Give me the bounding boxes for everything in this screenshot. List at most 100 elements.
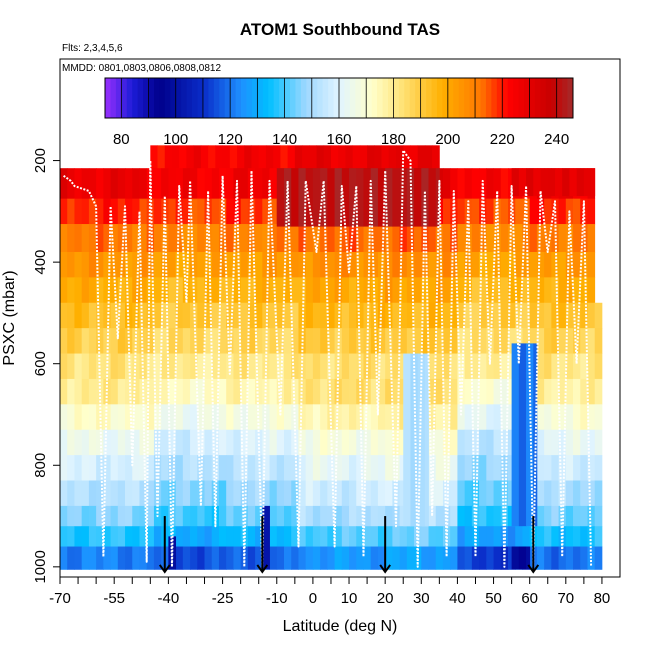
heat-patch-cell [363,168,372,227]
x-tick-label: 50 [485,590,502,607]
heat-cell [435,546,444,570]
heat-cell [262,328,270,354]
x-tick-label: 20 [377,590,394,607]
colorbar-swatch [371,78,378,118]
heat-cell [88,526,97,547]
heat-cell [110,277,119,304]
heat-cell [218,404,227,431]
heat-cell [312,526,321,547]
heat-cell [312,546,321,570]
heat-cell [515,277,523,304]
heat-cell [377,480,386,507]
heat-cell [125,429,133,456]
heat-cell [399,224,408,253]
heat-cell [276,302,285,329]
heat-cell [110,526,119,547]
heat-cell [544,429,552,456]
colorbar-swatch [202,78,209,118]
heat-cell [320,546,328,570]
heat-cell [81,353,90,380]
heat-cell [211,251,220,278]
heat-cell [153,328,162,354]
heat-cell [316,145,325,169]
x-tick-label: 60 [521,590,538,607]
heat-cell [81,455,90,481]
heat-cell [410,145,419,169]
heat-cell [298,505,307,527]
heat-cell [522,302,531,329]
heat-cell [103,546,111,570]
heat-cell [580,277,588,304]
heat-cell [594,378,603,405]
heat-cell [175,328,184,354]
heat-cell [255,455,263,481]
heat-cell [536,277,545,304]
x-tick-label: -55 [103,590,125,607]
heat-cell [110,480,119,507]
heat-cell [356,251,364,278]
heat-cell [500,505,509,527]
heat-cell [60,224,68,253]
heat-cell [96,455,104,481]
heat-cell [544,378,552,405]
heat-cell [117,480,126,507]
heat-cell [428,224,437,253]
colorbar-tick-label: 220 [490,131,515,148]
heat-cell [327,224,335,253]
heat-cell [233,505,242,527]
heat-cell [435,224,444,253]
heat-cell [536,251,545,278]
heat-cell [471,353,480,380]
heat-cell [341,251,350,278]
heat-cell [428,546,437,570]
heat-cell [125,224,133,253]
heat-cell [573,505,581,527]
heat-cell [117,198,126,225]
heat-patch-cell [298,168,307,227]
heat-cell [182,480,191,507]
heat-cell [370,404,379,431]
heat-cell [500,353,509,380]
heat-cell [305,277,314,304]
heat-cell [428,353,437,380]
heat-cell [305,328,314,354]
heat-cell [479,251,487,278]
heat-cell [269,198,278,225]
heat-patch-cell [562,168,570,197]
heat-cell [457,378,466,405]
heat-cell [262,224,270,253]
heat-cell [269,378,278,405]
heat-cell [204,168,213,200]
heat-cell [161,251,169,278]
heat-cell [280,145,289,169]
colorbar-swatch [208,78,215,118]
heat-cell [551,251,559,278]
heat-cell [500,328,509,354]
heat-cell [406,328,415,354]
heat-cell [450,455,458,481]
x-tick-label: 80 [594,590,611,607]
heat-cell [457,277,466,304]
heat-cell [269,429,278,456]
heat-cell [414,251,422,278]
heat-cell [161,378,169,405]
heat-cell [276,277,285,304]
heat-cell [305,480,314,507]
heat-cell [544,251,552,278]
heat-patch-cell [392,168,401,227]
heat-cell [493,198,502,225]
heat-cell [96,328,104,354]
heat-cell [392,404,401,431]
heat-cell [190,378,198,405]
heat-cell [442,429,451,456]
heat-cell [320,328,328,354]
heat-cell [67,526,75,547]
colorbar-swatch [355,78,362,118]
heat-cell [370,546,379,570]
heat-cell [565,353,574,380]
heat-cell [551,378,559,405]
heat-cell [182,429,191,456]
heat-cell [197,505,205,527]
colorbar-tick-label: 80 [113,131,130,148]
heat-cell [327,526,335,547]
